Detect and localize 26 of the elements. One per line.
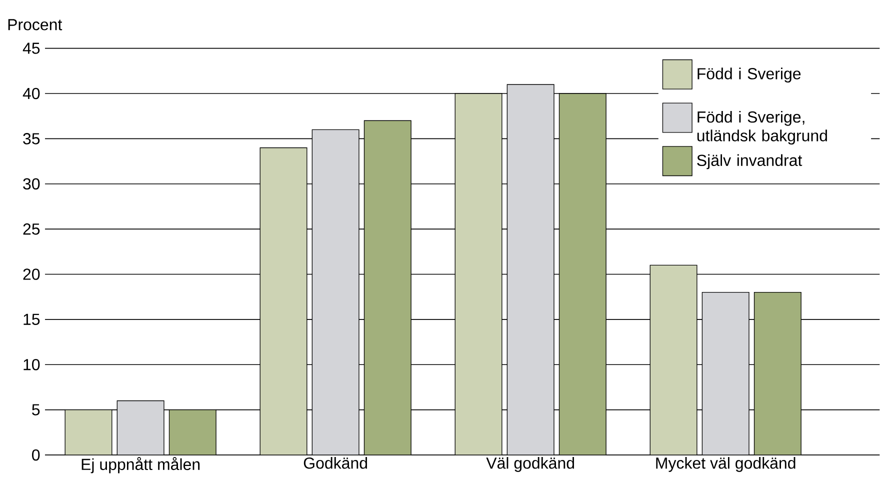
bar (506, 84, 554, 455)
x-tick-label: Väl godkänd (486, 457, 574, 472)
y-tick-label: 35 (23, 133, 40, 144)
bar (64, 409, 112, 455)
bar (454, 93, 502, 455)
x-tick-label: Mycket väl godkänd (656, 457, 796, 472)
x-tick-label: Ej uppnått målen (82, 457, 200, 474)
legend-label: Född i Sverige (698, 68, 801, 83)
y-tick-label: 20 (23, 268, 40, 280)
y-tick-label: 10 (24, 358, 40, 370)
bar (260, 147, 308, 455)
y-tick-label: 30 (23, 178, 40, 190)
y-tick-label: 15 (24, 314, 40, 326)
y-tick-label: 45 (22, 42, 40, 54)
bar (650, 264, 698, 455)
y-axis-title: Procent (8, 19, 62, 30)
legend-label: Född i Sverige, utländsk bakgrund (697, 110, 827, 145)
y-tick-label: 25 (23, 223, 40, 235)
bar (116, 400, 164, 455)
legend-label: Själv invandrat (697, 154, 802, 170)
bar (702, 292, 750, 455)
y-tick-label: 0 (32, 449, 40, 461)
y-tick-label: 5 (32, 404, 40, 416)
y-tick-label: 40 (22, 88, 40, 100)
x-tick-label: Godkänd (304, 457, 367, 469)
bar (312, 129, 360, 455)
